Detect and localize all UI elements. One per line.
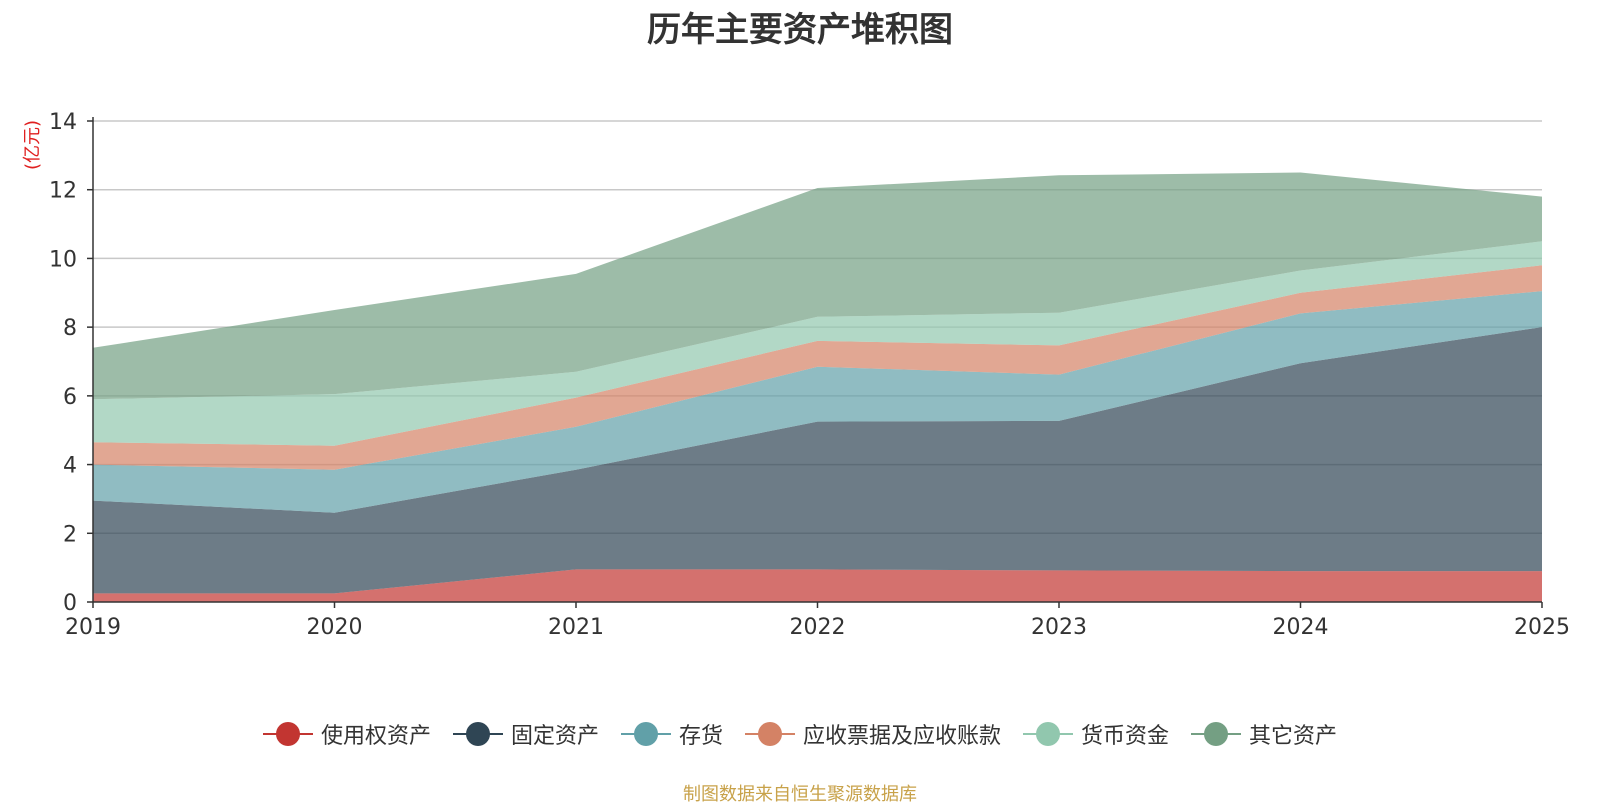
legend-label: 使用权资产 — [320, 724, 431, 749]
x-tick-label: 2021 — [548, 615, 604, 640]
y-tick-label: 4 — [63, 454, 77, 479]
y-tick-label: 2 — [63, 522, 77, 547]
x-tick-label: 2019 — [65, 615, 121, 640]
legend-swatch — [1023, 722, 1074, 746]
legend-item[interactable]: 存货 — [620, 718, 723, 750]
area-series-1 — [93, 327, 1542, 594]
y-tick-label: 0 — [63, 591, 77, 616]
y-axis-label: (亿元) — [22, 120, 43, 170]
x-tick-label: 2025 — [1514, 615, 1570, 640]
legend-label: 货币资金 — [1081, 724, 1170, 749]
legend-item[interactable]: 货币资金 — [1023, 718, 1169, 750]
y-tick-label: 10 — [49, 247, 77, 272]
x-tick-label: 2022 — [790, 615, 846, 640]
legend-swatch — [262, 722, 313, 746]
legend-swatch — [452, 722, 503, 746]
y-tick-label: 6 — [63, 385, 77, 410]
legend-swatch — [745, 722, 795, 746]
legend-label: 其它资产 — [1249, 724, 1338, 749]
area-series-4 — [93, 241, 1542, 446]
legend-swatch — [1191, 722, 1242, 746]
x-tick-label: 2020 — [307, 615, 363, 640]
y-tick-label: 8 — [63, 316, 77, 341]
area-series-0 — [93, 569, 1542, 602]
area-series-3 — [93, 265, 1542, 470]
chart-title: 历年主要资产堆积图 — [647, 10, 953, 50]
legend-swatch — [620, 722, 671, 746]
legend-item[interactable]: 固定资产 — [452, 718, 599, 750]
x-tick-label: 2023 — [1031, 615, 1087, 640]
stacked-areas — [93, 172, 1542, 602]
area-series-2 — [93, 291, 1542, 513]
legend: 使用权资产 固定资产 存货 应收票据及应收账款 货币资金 其它资产 — [0, 718, 1600, 750]
y-tick-label: 14 — [49, 110, 77, 135]
legend-item[interactable]: 使用权资产 — [262, 718, 431, 750]
legend-label: 存货 — [678, 724, 723, 749]
x-tick-label: 2024 — [1273, 615, 1329, 640]
legend-label: 固定资产 — [510, 724, 599, 749]
y-tick-label: 12 — [49, 179, 77, 204]
tick-labels: 0 2 4 6 8 10 12 14 2019 2020 2021 2022 2023 2024 2025 — [49, 110, 1570, 640]
legend-item[interactable]: 应收票据及应收账款 — [745, 718, 1001, 750]
area-series-5 — [93, 172, 1542, 400]
axes — [87, 117, 1543, 608]
legend-item[interactable]: 其它资产 — [1191, 718, 1337, 750]
source-note: 制图数据来自恒生聚源数据库 — [683, 784, 917, 805]
legend-label: 应收票据及应收账款 — [803, 724, 1002, 749]
